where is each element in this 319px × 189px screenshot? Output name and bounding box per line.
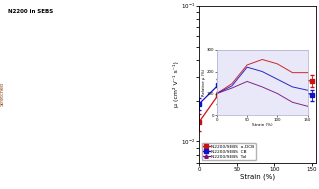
Y-axis label: μ (cm² V⁻¹ s⁻¹): μ (cm² V⁻¹ s⁻¹): [174, 61, 179, 107]
Text: N2200 in SEBS: N2200 in SEBS: [8, 9, 53, 14]
Legend: N2200/SEBS  o-DCB, N2200/SEBS  CB, N2200/SEBS  Tol: N2200/SEBS o-DCB, N2200/SEBS CB, N2200/S…: [202, 143, 256, 160]
Text: Stretched: Stretched: [0, 83, 5, 106]
X-axis label: Strain (%): Strain (%): [240, 173, 275, 180]
